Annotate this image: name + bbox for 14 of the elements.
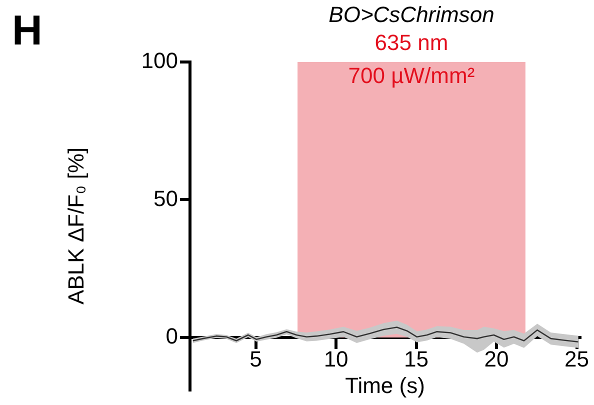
y-axis-title: ABLK ΔF/F₀ [%] (63, 147, 88, 304)
y-tick-label: 100 (141, 48, 178, 74)
chart-title: BO>CsChrimson (328, 2, 494, 28)
text: H (12, 6, 42, 54)
x-tick-label: 20 (484, 346, 509, 372)
band-label: 700 µW/mm² (348, 63, 475, 88)
y-tick-label: 50 (154, 186, 178, 211)
y-tick-label: 0 (166, 324, 178, 349)
chart-subtitle: 635 nm (374, 30, 448, 56)
x-tick-label: 25 (564, 346, 590, 372)
x-axis-title: Time (s) (345, 373, 425, 398)
x-tick-label: 5 (250, 346, 262, 372)
x-tick-label: 15 (404, 346, 429, 372)
x-tick-label: 10 (324, 346, 348, 372)
